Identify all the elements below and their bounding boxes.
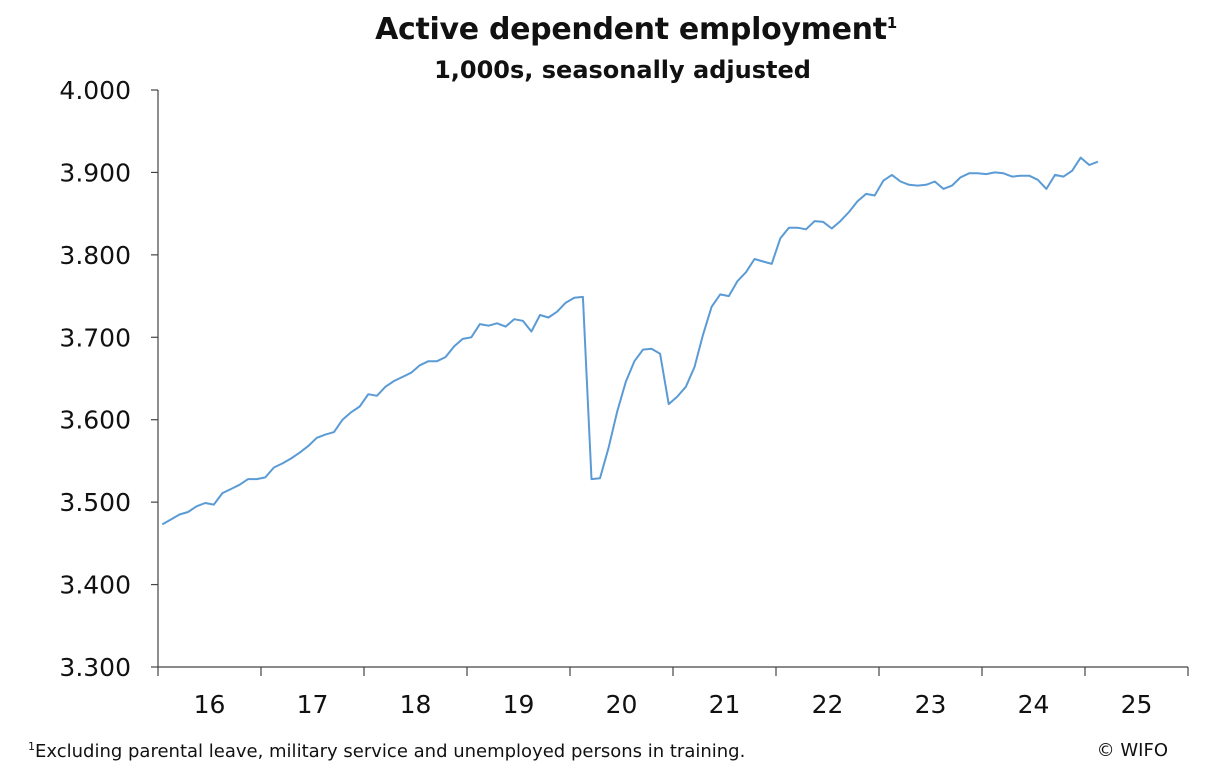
- copyright: © WIFO: [1096, 740, 1168, 761]
- x-axis: 16 17 18 19 20 21 22 23 24 25: [157, 666, 1189, 719]
- x-tick-label: 21: [709, 690, 741, 719]
- series-layer: [161, 156, 1099, 526]
- y-tick-label: 3.500: [59, 488, 131, 517]
- series-line-employment: [161, 156, 1099, 526]
- x-tick-label: 18: [400, 690, 432, 719]
- x-tick-label: 17: [297, 690, 329, 719]
- y-tick-label: 3.800: [59, 241, 131, 270]
- x-tick-label: 19: [503, 690, 535, 719]
- y-tick-label: 3.300: [59, 653, 131, 682]
- x-tick-label: 22: [812, 690, 844, 719]
- footnote-text: Excluding parental leave, military servi…: [35, 741, 746, 762]
- x-tick-label: 25: [1121, 690, 1153, 719]
- chart-subtitle: 1,000s, seasonally adjusted: [434, 56, 811, 84]
- footnote-mark: 1: [28, 740, 35, 753]
- x-tick-label: 23: [915, 690, 947, 719]
- y-axis: 3.300 3.400 3.500 3.600 3.700 3.800 3.900 4.000: [59, 76, 159, 682]
- y-tick-label: 3.400: [59, 571, 131, 600]
- x-tick-label: 24: [1018, 690, 1050, 719]
- chart-title: Active dependent employment1: [0, 12, 1212, 47]
- chart-title-text: Active dependent employment: [375, 12, 887, 47]
- y-tick-label: 4.000: [59, 76, 131, 105]
- y-tick-label: 3.900: [59, 158, 131, 187]
- footnote: 1Excluding parental leave, military serv…: [28, 740, 745, 762]
- x-tick-label: 16: [194, 690, 226, 719]
- x-tick-label: 20: [606, 690, 638, 719]
- line-chart: 3.300 3.400 3.500 3.600 3.700 3.800 3.900 4.000…: [59, 76, 1189, 719]
- title-footnote-mark: 1: [886, 14, 897, 32]
- y-tick-label: 3.700: [59, 323, 131, 352]
- y-tick-label: 3.600: [59, 406, 131, 435]
